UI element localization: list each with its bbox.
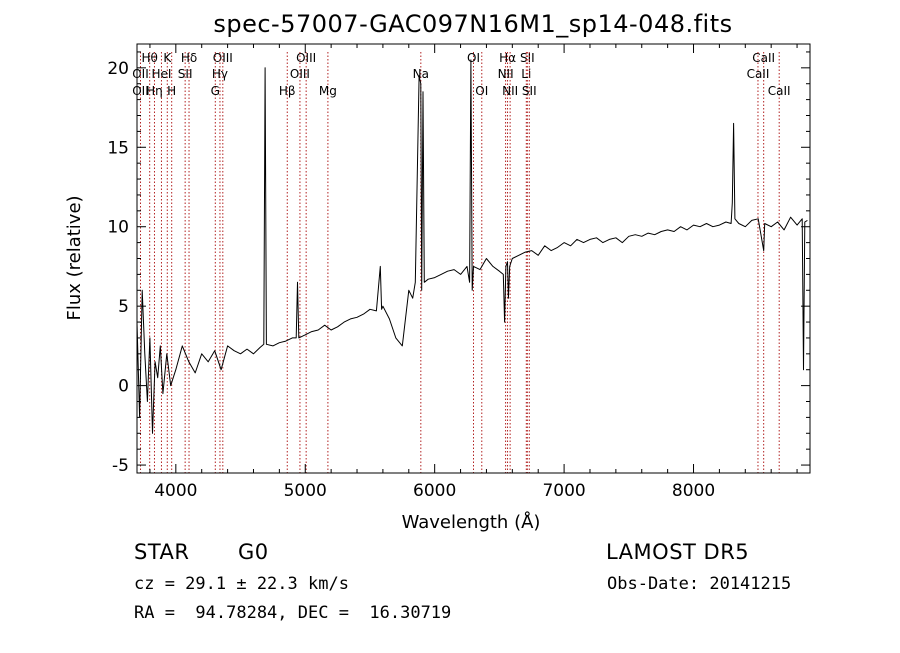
line-marker-label: OIII [290, 67, 310, 81]
x-tick-label: 7000 [542, 481, 585, 501]
line-marker-label: H [167, 84, 176, 98]
line-marker-label: Hη [146, 84, 163, 98]
line-marker-label: HeI [151, 67, 171, 81]
line-marker-label: Hγ [212, 67, 228, 81]
y-tick-label: -5 [112, 456, 129, 476]
x-axis-label: Wavelength (Å) [402, 511, 541, 533]
line-marker-label: OI [467, 51, 480, 65]
line-marker-label: Na [413, 67, 429, 81]
x-tick-label: 8000 [672, 481, 715, 501]
x-tick-label: 4000 [154, 481, 197, 501]
line-marker-label: CaII [752, 51, 775, 65]
line-marker-label: NII [498, 67, 514, 81]
line-marker-label: OIII [296, 51, 316, 65]
line-marker-label: Mg [319, 84, 337, 98]
line-marker-label: K [163, 51, 172, 65]
y-tick-label: 20 [107, 59, 129, 79]
object-class: STAR [134, 540, 190, 564]
line-marker-label: CaII [768, 84, 791, 98]
line-marker-label: SII [178, 67, 193, 81]
y-axis-label: Flux (relative) [64, 195, 85, 320]
axis-ticks: 4000 5000 6000 7000 8000 -5 0 5 10 15 20 [107, 44, 810, 501]
line-marker-label: Hδ [181, 51, 197, 65]
redshift-text: cz = 29.1 ± 22.3 km/s [134, 574, 349, 594]
line-marker-label: G [211, 84, 220, 98]
y-tick-label: 0 [118, 377, 129, 397]
chart-title: spec-57007-GAC097N16M1_sp14-048.fits [213, 10, 732, 38]
y-tick-label: 10 [107, 218, 129, 238]
line-marker-label: Hβ [279, 84, 296, 98]
line-marker-label: Hθ [141, 51, 157, 65]
line-marker-label: Hα [499, 51, 516, 65]
survey-name: LAMOST DR5 [606, 540, 750, 564]
line-marker-label: Li [521, 67, 531, 81]
coordinates: RA = 94.78284, DEC = 16.30719 [134, 603, 452, 623]
x-tick-label: 5000 [284, 481, 327, 501]
line-marker-label: OIII [213, 51, 233, 65]
y-tick-label: 15 [107, 138, 129, 158]
line-marker-label: CaII [747, 67, 770, 81]
line-marker-label: OI [475, 84, 488, 98]
line-marker-label: SII [520, 51, 535, 65]
y-tick-label: 5 [118, 297, 129, 317]
series-layer [136, 59, 808, 434]
line-marker-label: OII [132, 84, 149, 98]
x-tick-label: 6000 [413, 481, 456, 501]
spectrum-line [136, 59, 808, 434]
object-subclass: G0 [238, 540, 269, 564]
line-marker-label: SII [522, 84, 537, 98]
obs-date: Obs-Date: 20141215 [607, 574, 792, 594]
line-marker-label: NII [502, 84, 518, 98]
